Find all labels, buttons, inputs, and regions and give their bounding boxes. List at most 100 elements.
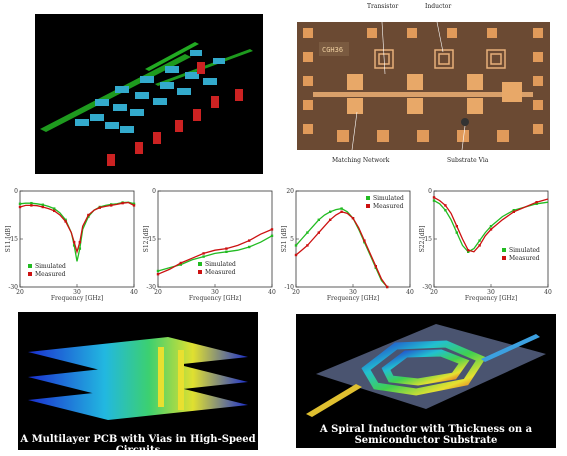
chart-2-series-1-point [317,231,320,234]
chart-0-series-1-point [78,241,82,244]
feed-line [306,384,362,417]
chart-3-series-0-point [432,199,436,202]
chart-3-legend-label: Simulated [509,247,540,254]
chart-1-ytick-label: -15 [146,236,156,243]
chart-2-series-1-point [386,285,389,289]
chart-2-series-0-point [329,210,332,213]
chart-0-series-1-point [98,206,101,209]
chart-2-series-0-point [374,266,377,269]
chip-svg: CGH36 [297,22,550,150]
chart-3-series-0-point [478,239,481,242]
chart-3-ylabel: S22 [dB] [419,226,426,253]
chart-3-series-0-point [535,202,538,205]
charts-svg: 20 30 40 0 -15 -30 Frequency [GHz] S11 [dB] Simu… [5,188,552,302]
chart-0-ytick-label: 0 [14,188,18,195]
chart-1-xtick-label: 20 [154,289,162,296]
chart-0-xtick-label: 20 [16,289,24,296]
chart-2-series-1-point [340,210,343,213]
chart-1-legend-label: Simulated [205,261,236,268]
chart-2-legend-swatch [366,204,370,208]
inductor-svg [306,324,546,417]
layout-3d-render [35,14,263,174]
border-pads [303,28,543,142]
chart-1-ylabel: S12 [dB] [143,226,150,253]
chart-0-ytick-label: -15 [8,236,18,243]
chart-0-series-1-point [87,213,90,217]
chart-3-series-1-point [478,244,481,247]
chart-2-xtick-label: 20 [292,289,300,296]
chart-3-legend-swatch [502,248,506,252]
inductor-caption-2: Semiconductor Substrate [354,435,498,446]
chart-2-legend-label: Simulated [373,195,404,202]
chart-1-xlabel: Frequency [GHz] [189,295,241,302]
chart-row: 20 30 40 0 -15 -30 Frequency [GHz] S11 [dB] Simu… [0,183,567,305]
chart-1-series-0-point [225,250,228,253]
chart-1-series-1-point [270,228,274,231]
chart-0-series-0-point [72,244,76,247]
label-matching-network: Matching Network [332,157,390,164]
chart-0-series-1-point [121,201,124,205]
chart-3-series-0-point [489,225,493,228]
chart-3-frame [433,190,549,288]
chart-3-series-1-point [489,228,493,231]
chart-1-legend-swatch [198,262,202,266]
pcb-caption: A Multilayer PCB with Vias in High-Speed… [20,434,256,456]
chart-1-series-0-point [179,263,182,266]
chart-2-series-1-point [363,239,366,242]
pcb-vias [158,347,184,410]
chart-2-series-1-point [306,244,309,247]
chart-0-xtick-label: 30 [73,289,81,296]
chart-3-series-0-line [433,200,549,253]
chart-3-series-0-point [444,209,447,212]
chart-2-xlabel: Frequency [GHz] [327,295,379,302]
chart-2-xtick-label: 40 [406,289,414,296]
chart-0-xtick-label: 40 [130,289,138,296]
chart-3-ytick-label: -15 [422,236,432,243]
annotation-lines [351,22,466,150]
transistor-cells [347,74,522,114]
chart-3-series-0-point [467,250,470,253]
chart-1-legend-swatch [198,270,202,274]
chart-2-series-1-point [329,218,332,221]
top-trace [145,42,199,71]
chart-3-ytick-label: 0 [428,188,432,195]
label-transistor: Transistor [367,3,398,10]
chart-1-series-0-point [156,269,160,273]
pcb-layers [28,337,248,420]
chart-2-series-0-point [306,231,309,234]
chart-0-legend-swatch [28,264,32,268]
chart-1-series-0-point [248,245,251,249]
chart-0-series-1-point [110,204,113,207]
chart-0-series-0-point [78,247,82,250]
chart-3-xlabel: Frequency [GHz] [465,295,517,302]
chart-0-series-1-point [72,241,76,244]
chart-0-series-0-point [132,202,136,205]
label-inductor: Inductor [425,3,451,10]
chart-0-series-0-point [87,215,90,218]
chip-annotations: Transistor Inductor Matching Network Sub… [332,3,489,164]
chart-2-series-1-point [351,217,355,220]
inductor-caption-1: A Spiral Inductor with Thickness on a [319,424,533,435]
chart-3-series-1-point [455,225,458,228]
chart-2-series-0-point [294,244,298,247]
chart-1-series-1-point [179,261,182,265]
chart-3-series-1-point [467,249,470,252]
pcb-svg [28,337,248,420]
chart-3-xtick-label: 40 [544,289,552,296]
chart-2-frame [295,190,411,288]
chip-mark: CGH36 [322,46,343,54]
chart-2-xtick-label: 30 [349,289,357,296]
chart-1-ytick-label: 0 [152,188,156,195]
chart-0-series-1-point [18,205,22,209]
chart-0-ytick-label: -30 [8,284,18,291]
rf-line [313,92,533,97]
chart-0-series-0-point [53,207,56,210]
via-blocks [107,62,243,166]
chart-2-series-1-point [374,265,377,268]
inductor-render: A Spiral Inductor with Thickness on a Se… [296,314,556,448]
chart-2-legend-swatch [366,196,370,200]
chart-1-series-1-point [225,247,228,250]
pad-grid [75,50,225,133]
chip-photo: CGH36 [297,22,550,150]
chart-3-series-1-point [444,204,447,207]
